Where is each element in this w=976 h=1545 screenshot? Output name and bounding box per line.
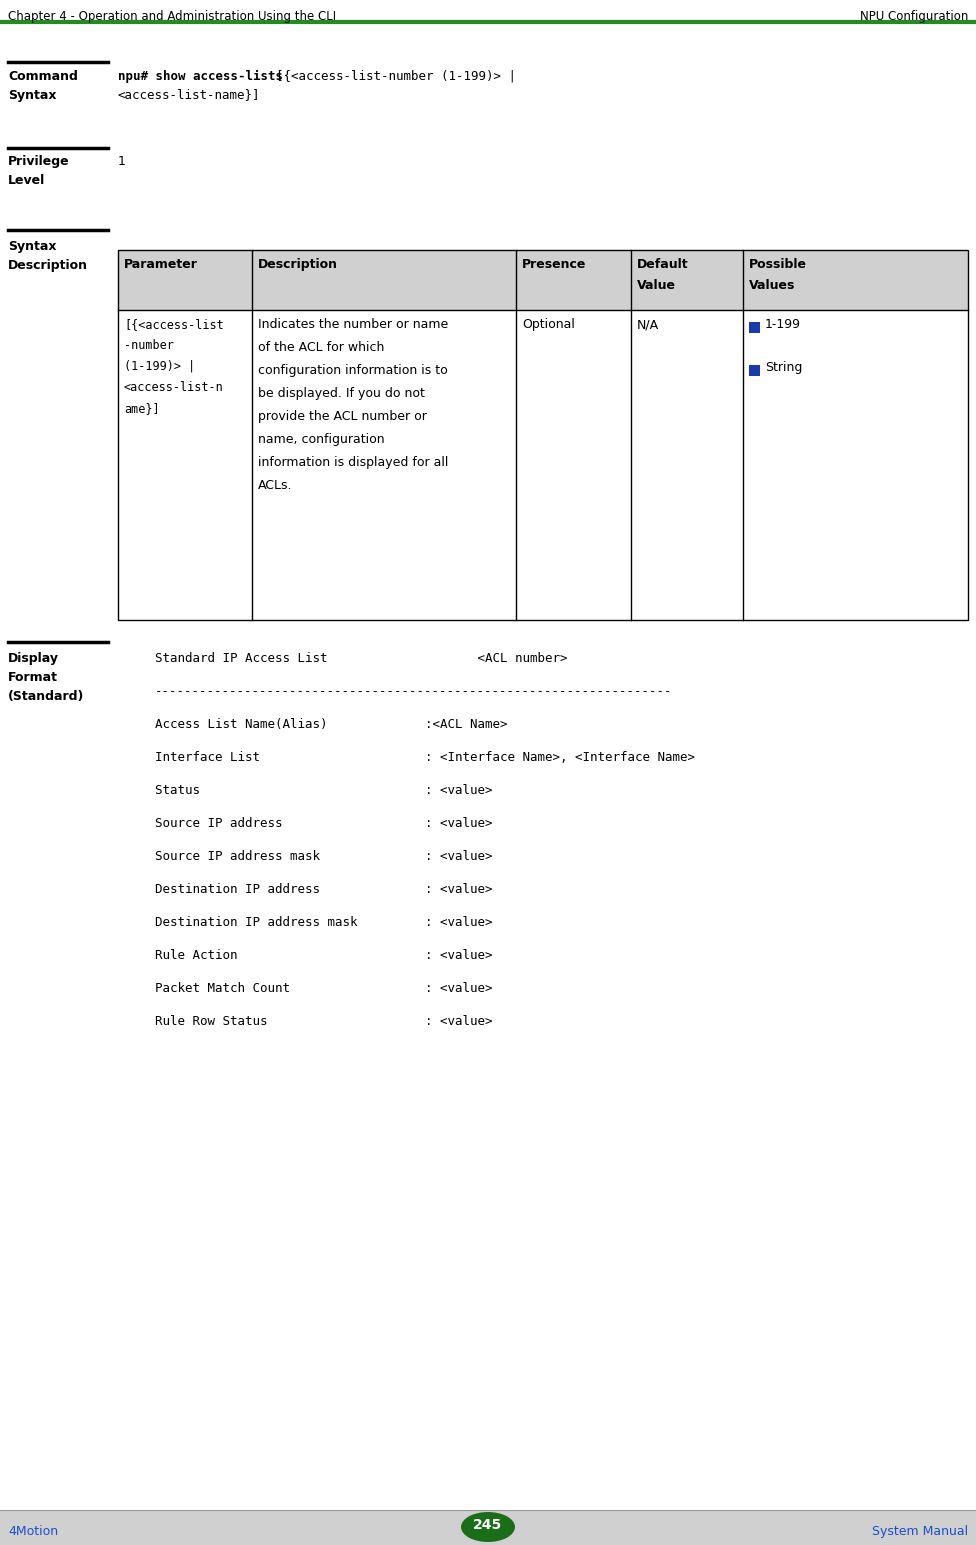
Text: Parameter: Parameter: [124, 258, 198, 270]
Text: Possible
Values: Possible Values: [749, 258, 807, 292]
Text: Destination IP address              : <value>: Destination IP address : <value>: [155, 884, 493, 896]
Ellipse shape: [461, 1513, 515, 1542]
Text: Standard IP Access List                    <ACL number>: Standard IP Access List <ACL number>: [155, 652, 567, 664]
Bar: [0, 1509, 976, 1545]
Text: Rule Row Status                     : <value>: Rule Row Status : <value>: [155, 1015, 493, 1027]
Text: npu# show access-lists: npu# show access-lists: [118, 70, 291, 83]
Text: Rule Action                         : <value>: Rule Action : <value>: [155, 949, 493, 963]
Text: Description: Description: [259, 258, 339, 270]
Text: [{<access-list
-number
(1-199)> |
<access-list-n
ame}]: [{<access-list -number (1-199)> | <acces…: [124, 318, 224, 416]
Bar: [118, 250, 968, 620]
Text: <access-list-name}]: <access-list-name}]: [118, 88, 261, 100]
Text: 4Motion: 4Motion: [8, 1525, 59, 1537]
Text: Privilege
Level: Privilege Level: [8, 154, 69, 187]
Text: NPU Configuration: NPU Configuration: [860, 9, 968, 23]
Text: 1: 1: [118, 154, 126, 168]
Text: [{<access-list-number (1-199)> |: [{<access-list-number (1-199)> |: [276, 70, 516, 83]
Text: Command
Syntax: Command Syntax: [8, 70, 78, 102]
Text: Presence: Presence: [522, 258, 587, 270]
Bar: [749, 321, 759, 334]
Text: 245: 245: [473, 1519, 503, 1533]
Text: Source IP address mask              : <value>: Source IP address mask : <value>: [155, 850, 493, 864]
Text: System Manual: System Manual: [872, 1525, 968, 1537]
Text: String: String: [765, 362, 802, 374]
Text: Syntax
Description: Syntax Description: [8, 239, 88, 272]
Text: Optional: Optional: [522, 318, 575, 331]
Text: Access List Name(Alias)             :<ACL Name>: Access List Name(Alias) :<ACL Name>: [155, 718, 508, 731]
Text: Indicates the number or name
of the ACL for which
configuration information is t: Indicates the number or name of the ACL …: [259, 318, 449, 491]
Text: ---------------------------------------------------------------------: ----------------------------------------…: [155, 684, 672, 698]
Bar: [118, 250, 968, 311]
Text: Chapter 4 - Operation and Administration Using the CLI: Chapter 4 - Operation and Administration…: [8, 9, 336, 23]
Text: Display
Format
(Standard): Display Format (Standard): [8, 652, 84, 703]
Text: Source IP address                   : <value>: Source IP address : <value>: [155, 817, 493, 830]
Text: Destination IP address mask         : <value>: Destination IP address mask : <value>: [155, 916, 493, 929]
Text: Status                              : <value>: Status : <value>: [155, 783, 493, 797]
Text: Interface List                      : <Interface Name>, <Interface Name>: Interface List : <Interface Name>, <Inte…: [155, 751, 695, 763]
Text: N/A: N/A: [636, 318, 659, 331]
Bar: [749, 365, 759, 375]
Text: Default
Value: Default Value: [636, 258, 688, 292]
Text: Packet Match Count                  : <value>: Packet Match Count : <value>: [155, 983, 493, 995]
Text: 1-199: 1-199: [765, 318, 800, 331]
